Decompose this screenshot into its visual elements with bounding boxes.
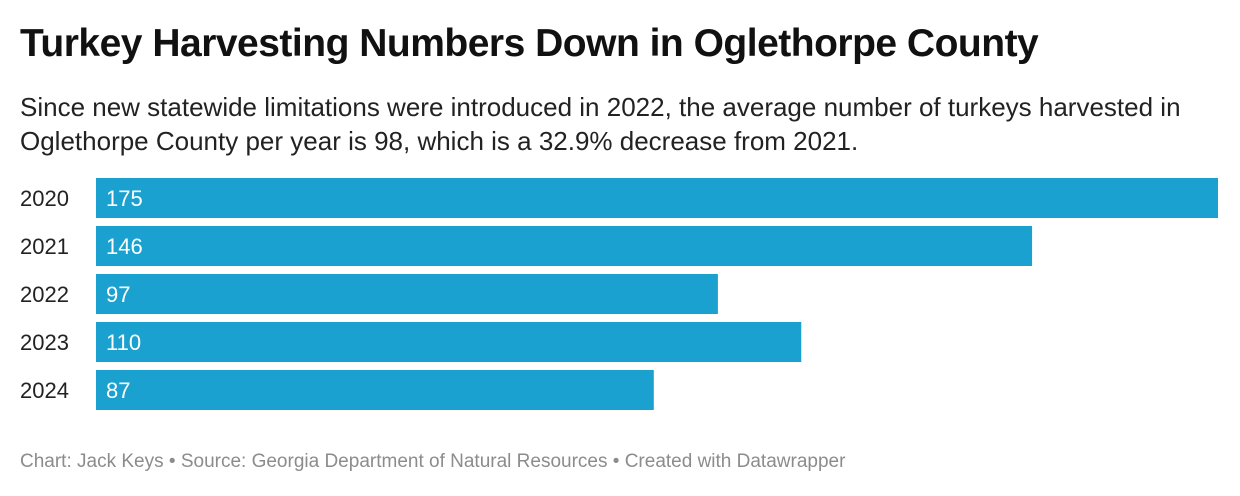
bar-row-2022: 2022 97 <box>20 274 718 314</box>
chart-title: Turkey Harvesting Numbers Down in Ogleth… <box>20 22 1039 65</box>
bar <box>96 274 718 314</box>
value-label: 175 <box>106 186 143 211</box>
bar-row-2021: 2021 146 <box>20 226 1033 266</box>
bar <box>96 322 802 362</box>
value-label: 97 <box>106 282 130 307</box>
bar-chart: 2020 175 2021 146 2022 97 2023 110 2024 87 <box>20 178 1218 410</box>
value-label: 87 <box>106 378 130 403</box>
created-with-credit: Created with Datawrapper <box>624 451 846 472</box>
bar-row-2023: 2023 110 <box>20 322 802 362</box>
value-label: 146 <box>106 234 143 259</box>
footer-separator: • <box>168 451 176 472</box>
category-label: 2020 <box>20 186 69 211</box>
bar <box>96 370 654 410</box>
chart-footer: Chart: Jack Keys • Source: Georgia Depar… <box>20 451 845 473</box>
bar <box>96 226 1033 266</box>
bar <box>96 178 1218 218</box>
category-label: 2021 <box>20 234 69 259</box>
chart-credit: Chart: Jack Keys <box>20 451 164 472</box>
chart-subtitle: Since new statewide limitations were int… <box>20 92 1181 156</box>
category-label: 2024 <box>20 378 69 403</box>
category-label: 2022 <box>20 282 69 307</box>
footer-separator: • <box>612 451 620 472</box>
bars-layer: 2020 175 2021 146 2022 97 2023 110 2024 87 <box>20 178 1218 410</box>
bar-row-2024: 2024 87 <box>20 370 654 410</box>
category-label: 2023 <box>20 330 69 355</box>
bar-row-2020: 2020 175 <box>20 178 1218 218</box>
value-label: 110 <box>106 330 141 355</box>
source-credit: Source: Georgia Department of Natural Re… <box>180 451 608 472</box>
